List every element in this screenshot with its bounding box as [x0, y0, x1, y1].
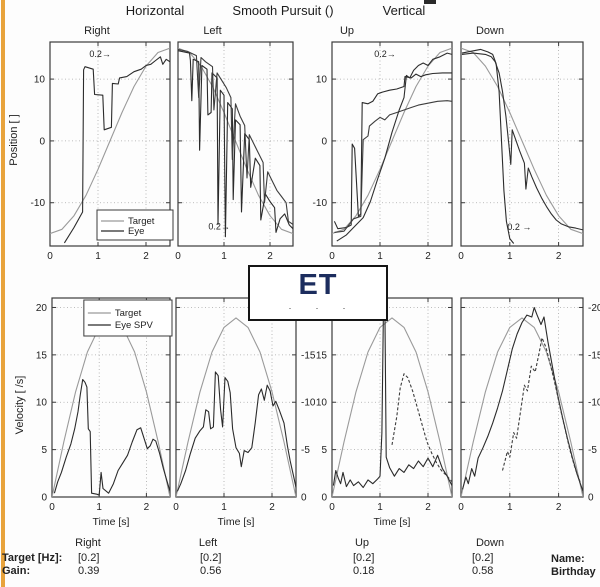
header-horizontal-label: Horizontal — [125, 3, 185, 18]
svg-text:10: 10 — [34, 75, 46, 86]
chart-pos-left: 0 1 2 0.2→ Left — [175, 25, 294, 262]
target-hz-row-label: Target [Hz]: — [2, 552, 63, 564]
svg-text:0: 0 — [41, 493, 47, 504]
svg-text:0.2→: 0.2→ — [89, 49, 111, 59]
svg-text:1: 1 — [507, 502, 513, 513]
svg-text:1: 1 — [221, 251, 227, 262]
svg-text:0.2 →: 0.2 → — [507, 222, 531, 232]
svg-text:Down: Down — [476, 25, 504, 37]
svg-text:1: 1 — [507, 251, 513, 262]
svg-text:2: 2 — [269, 502, 275, 513]
et-logo-box: ET . . . — [248, 265, 388, 321]
footer-col-left-header: Left — [198, 537, 218, 549]
svg-text:1: 1 — [377, 502, 383, 513]
svg-text:0: 0 — [458, 502, 464, 513]
footer-col-up-header: Up — [354, 537, 370, 549]
svg-text:-10: -10 — [588, 398, 600, 409]
svg-text:5: 5 — [321, 445, 327, 456]
svg-text:0.2→: 0.2→ — [374, 49, 396, 59]
et-logo-dots: . . . — [288, 301, 348, 311]
svg-text:-10: -10 — [301, 398, 316, 409]
svg-text:2: 2 — [144, 502, 150, 513]
svg-text:Time [s]: Time [s] — [218, 516, 255, 528]
svg-text:10: 10 — [316, 398, 328, 409]
svg-text:Left: Left — [203, 25, 221, 37]
svg-text:0.2→: 0.2→ — [208, 221, 230, 231]
svg-text:0: 0 — [49, 502, 55, 513]
svg-text:15: 15 — [36, 350, 48, 361]
svg-text:0: 0 — [47, 251, 53, 262]
footer-col-down-header: Down — [475, 537, 505, 549]
svg-text:2: 2 — [556, 502, 562, 513]
window-accent-stripe — [1, 0, 5, 587]
target-hz-value: [0.2] — [472, 552, 494, 564]
svg-text:-10: -10 — [313, 198, 328, 209]
svg-text:0: 0 — [173, 502, 179, 513]
svg-text:-5: -5 — [301, 445, 310, 456]
chart-pos-down: 0 1 2 0.2 → Down — [458, 25, 584, 262]
svg-text:Eye SPV: Eye SPV — [115, 320, 154, 331]
name-label: Name: — [551, 553, 585, 565]
svg-text:20: 20 — [36, 303, 48, 314]
svg-text:0: 0 — [175, 251, 181, 262]
svg-text:2: 2 — [425, 251, 431, 262]
svg-text:2: 2 — [267, 251, 273, 262]
gain-value: 0.39 — [78, 565, 100, 577]
svg-text:0: 0 — [39, 136, 45, 147]
svg-text:0: 0 — [588, 493, 594, 504]
svg-text:0: 0 — [329, 502, 335, 513]
svg-text:15: 15 — [316, 350, 328, 361]
cursor-artifact-mark — [424, 0, 436, 4]
svg-text:1: 1 — [377, 251, 383, 262]
svg-text:0: 0 — [458, 251, 464, 262]
gain-value: 0.58 — [472, 565, 494, 577]
svg-text:10: 10 — [316, 75, 328, 86]
svg-text:Time [s]: Time [s] — [93, 516, 130, 528]
target-hz-value: [0.2] — [78, 552, 100, 564]
svg-text:2: 2 — [143, 251, 149, 262]
footer-col-right-header: Right — [75, 537, 101, 549]
svg-text:0: 0 — [329, 251, 335, 262]
svg-text:1: 1 — [95, 251, 101, 262]
gain-row-label: Gain: — [2, 565, 31, 577]
svg-text:0: 0 — [321, 493, 327, 504]
svg-text:-5: -5 — [588, 445, 597, 456]
chart-vel-down: 0 1 2 -20 -15 -10 -5 0 — [458, 297, 600, 513]
svg-text:1: 1 — [96, 502, 102, 513]
svg-text:Target: Target — [128, 216, 155, 227]
svg-text:Right: Right — [84, 25, 110, 37]
svg-text:-20: -20 — [588, 303, 600, 314]
svg-text:Eye: Eye — [128, 226, 144, 237]
svg-text:10: 10 — [36, 398, 48, 409]
target-hz-value: [0.2] — [353, 552, 375, 564]
svg-text:Target: Target — [115, 308, 142, 319]
svg-text:1: 1 — [221, 502, 227, 513]
svg-text:2: 2 — [556, 251, 562, 262]
gain-value: 0.56 — [200, 565, 222, 577]
header-vertical-label: Vertical — [382, 3, 426, 18]
svg-text:5: 5 — [41, 445, 47, 456]
svg-text:-10: -10 — [31, 198, 46, 209]
svg-text:0: 0 — [301, 493, 307, 504]
svg-text:Up: Up — [340, 25, 354, 37]
target-hz-value: [0.2] — [200, 552, 222, 564]
page-title: Smooth Pursuit () — [232, 3, 334, 18]
chart-pos-up: 0 1 2 10 0 -10 0.2→ Up — [313, 25, 453, 262]
gain-value: 0.18 — [353, 565, 375, 577]
birthday-label: Birthday — [551, 566, 596, 578]
svg-text:0: 0 — [321, 136, 327, 147]
svg-text:Time [s]: Time [s] — [374, 516, 411, 528]
svg-text:2: 2 — [425, 502, 431, 513]
svg-text:-15: -15 — [301, 350, 316, 361]
et-logo-text: ET — [298, 269, 338, 301]
svg-text:-15: -15 — [588, 350, 600, 361]
